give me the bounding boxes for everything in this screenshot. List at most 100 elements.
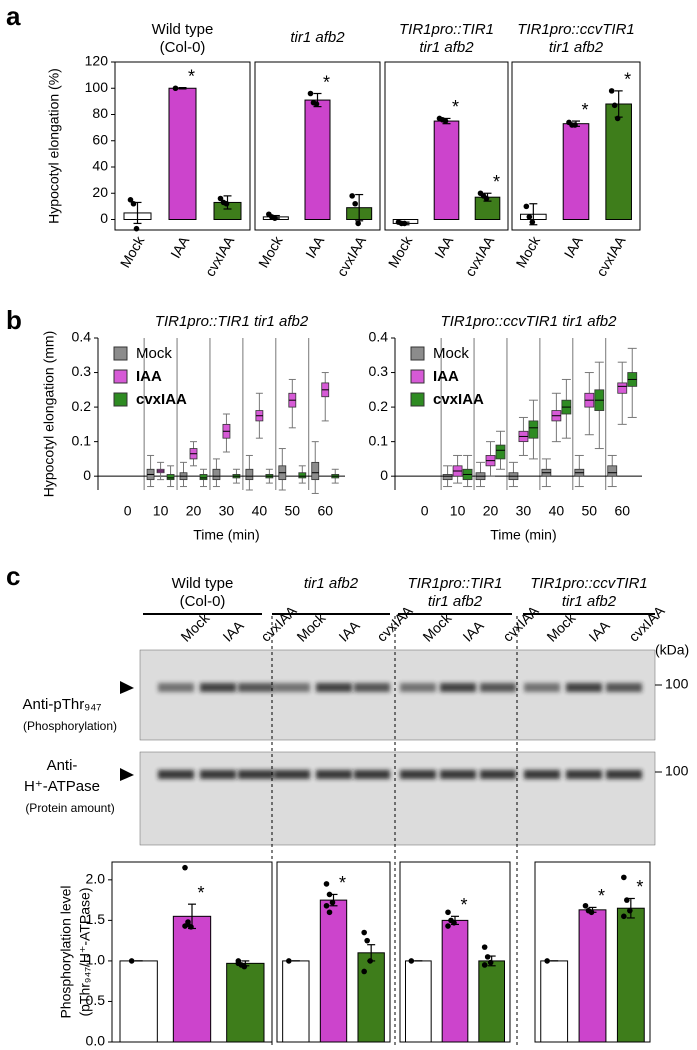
band-arrow <box>120 681 134 694</box>
bar <box>119 960 158 1043</box>
bar <box>605 103 632 220</box>
legend-label: Mock <box>136 345 172 362</box>
data-point <box>329 899 336 906</box>
box <box>166 474 175 481</box>
significance-marker: * <box>460 895 467 915</box>
data-point <box>621 913 627 920</box>
y-tick-label: 0.0 <box>86 1033 106 1049</box>
blot-band <box>316 683 352 692</box>
y-axis-label: Hypocotyl elongation (%) <box>46 68 62 224</box>
legend-swatch <box>113 392 128 407</box>
bar <box>540 960 569 1043</box>
data-point <box>481 944 488 950</box>
x-tick-label: 40 <box>252 503 268 519</box>
x-tick-label: 60 <box>614 503 630 519</box>
data-point <box>445 923 451 929</box>
data-point <box>272 215 278 221</box>
chart-title: tir1 afb2 <box>549 39 604 56</box>
x-tick-label: cvxIAA <box>333 233 369 279</box>
y-tick-label: 2.0 <box>86 871 106 887</box>
data-point <box>614 115 621 122</box>
group-label: tir1 afb2 <box>304 575 359 592</box>
significance-marker: * <box>598 886 605 906</box>
x-tick-label: 50 <box>285 503 301 519</box>
chart-title: TIR1pro::ccvTIR1 <box>517 21 635 38</box>
data-point <box>326 891 333 898</box>
y-axis-label: (pThr₉₄₇/H⁺-ATPase) <box>77 887 93 1016</box>
antibody-note: (Phosphorylation) <box>23 719 117 733</box>
data-point <box>133 225 140 232</box>
data-point <box>323 902 330 909</box>
bar <box>616 907 645 1043</box>
legend-swatch <box>410 369 425 384</box>
data-point <box>130 200 137 207</box>
box <box>528 420 539 439</box>
data-point <box>323 881 330 887</box>
data-point <box>172 85 179 92</box>
bar <box>226 962 265 1043</box>
group-label: (Col-0) <box>180 593 226 610</box>
bar <box>578 909 607 1043</box>
legend-label: IAA <box>136 368 162 385</box>
y-tick-label: 60 <box>92 131 108 147</box>
blot-band <box>238 770 274 779</box>
blot-band <box>158 683 194 692</box>
x-tick-label: 0 <box>421 503 429 519</box>
data-point <box>349 193 355 199</box>
blot-band <box>606 683 642 692</box>
x-tick-label: IAA <box>561 233 586 261</box>
legend-swatch <box>410 346 425 361</box>
legend-label: cvxIAA <box>433 391 484 408</box>
blot-band <box>158 770 194 779</box>
size-marker: 100 <box>665 763 689 779</box>
chart-title: TIR1pro::TIR1 <box>399 21 494 38</box>
chart-title: (Col-0) <box>160 39 206 56</box>
lane-label: cvxIAA <box>499 602 542 645</box>
blot-band <box>354 683 390 692</box>
blot-band <box>606 770 642 779</box>
x-tick-label: cvxIAA <box>202 233 238 279</box>
y-tick-label: 80 <box>92 105 108 121</box>
data-point <box>627 907 633 914</box>
box <box>245 468 254 481</box>
chart-title: Wild type <box>152 21 214 38</box>
y-axis-label: Phosphorylation level <box>58 885 74 1018</box>
x-tick-label: 30 <box>219 503 235 519</box>
data-point <box>307 90 314 97</box>
blot-band <box>200 683 236 692</box>
blot-band <box>524 770 560 779</box>
bar <box>357 952 385 1043</box>
data-point <box>484 954 491 960</box>
group-label: tir1 afb2 <box>562 593 617 610</box>
x-tick-label: 20 <box>483 503 499 519</box>
group-label: tir1 afb2 <box>428 593 483 610</box>
data-point <box>544 958 550 964</box>
bar <box>405 960 432 1043</box>
y-tick-label: 1.0 <box>86 952 106 968</box>
group-label: TIR1pro::TIR1 <box>407 575 502 592</box>
bar <box>168 87 197 220</box>
panel-label: a <box>6 1 21 31</box>
data-point <box>526 214 533 220</box>
significance-marker: * <box>624 70 631 90</box>
data-point <box>401 220 408 227</box>
significance-marker: * <box>323 72 330 92</box>
legend-swatch <box>113 346 128 361</box>
x-tick-label: 40 <box>549 503 565 519</box>
data-point <box>361 929 367 936</box>
lane-label: IAA <box>459 617 487 645</box>
chart-title: tir1 afb2 <box>290 29 345 46</box>
blot-band <box>524 683 560 692</box>
bar <box>441 919 469 1043</box>
group-label: TIR1pro::ccvTIR1 <box>530 575 648 592</box>
box <box>311 461 320 481</box>
legend-label: IAA <box>433 368 459 385</box>
y-tick-label: 120 <box>85 53 109 69</box>
plot-frame <box>511 61 641 231</box>
significance-marker: * <box>197 883 204 903</box>
blot-band <box>238 683 274 692</box>
bar <box>304 99 331 220</box>
box <box>199 474 208 481</box>
y-tick-label: 0.1 <box>72 432 92 448</box>
blot-band <box>480 683 516 692</box>
